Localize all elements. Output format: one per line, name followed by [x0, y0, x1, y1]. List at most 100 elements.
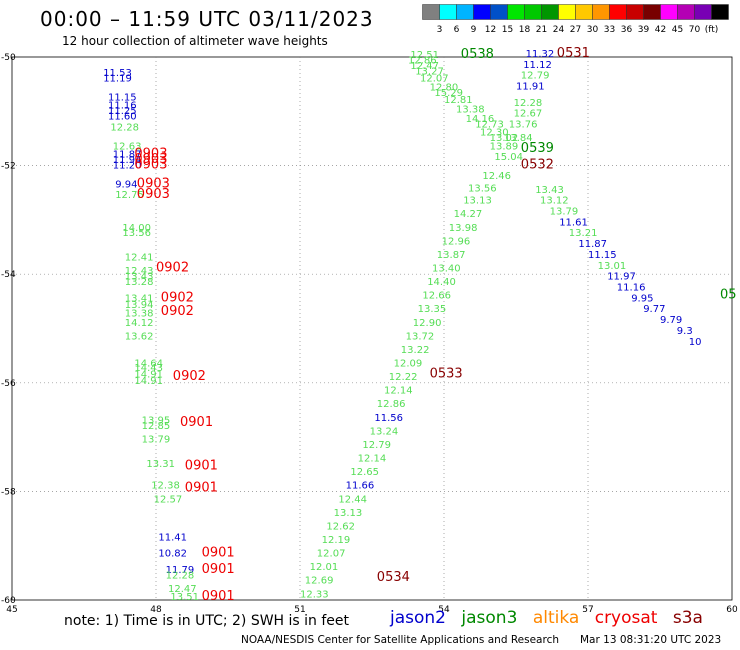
swh-label: 13.01 — [598, 261, 627, 272]
swh-label: 13.76 — [509, 120, 538, 131]
swh-label: 12.07 — [420, 73, 449, 84]
chart-title: 00:00 – 11:59 UTC 03/11/2023 — [40, 7, 374, 31]
swh-label: 12.28 — [166, 570, 195, 581]
swh-label: 12.28 — [110, 122, 139, 133]
colorbar-label: 33 — [604, 25, 615, 35]
pass-time-label: 0903 — [134, 157, 167, 172]
pass-time-label: 0902 — [161, 290, 194, 305]
legend-jason3: jason3 — [461, 608, 518, 628]
colorbar-label: 70 — [689, 25, 701, 35]
swh-label: 13.27 — [415, 66, 444, 77]
colorbar-label: 24 — [553, 25, 565, 35]
swh-label: 12.46 — [482, 171, 511, 182]
swh-label: 14.91 — [134, 369, 163, 380]
swh-label: 12.30 — [480, 128, 509, 139]
x-tick-label: 51 — [294, 605, 305, 615]
swh-label: 9.3 — [677, 326, 693, 337]
swh-label: 11.97 — [607, 272, 636, 283]
y-tick-label: -52 — [1, 162, 16, 172]
swh-label: 12.38 — [151, 481, 180, 492]
swh-label: 11.41 — [158, 532, 187, 543]
colorbar-label: 12 — [485, 25, 496, 35]
pass-time-label: 0902 — [161, 304, 194, 319]
pass-time-label: 05 — [720, 288, 737, 303]
swh-label: 13.24 — [370, 426, 399, 437]
swh-label: 13.98 — [449, 223, 478, 234]
swh-label: 11.94 — [113, 155, 142, 166]
swh-label: 13.02 — [490, 133, 519, 144]
colorbar-label: 3 — [437, 25, 443, 35]
swh-label: 12.14 — [358, 454, 387, 465]
swh-label: 12.22 — [389, 372, 418, 383]
swh-label: 14.12 — [125, 318, 154, 329]
swh-label: 12.81 — [444, 95, 473, 106]
swh-label: 14.64 — [134, 359, 163, 370]
pass-time-label: 0538 — [461, 47, 494, 62]
swh-label: 12.47 — [410, 61, 439, 72]
x-tick-label: 57 — [582, 605, 593, 615]
swh-label: 12.01 — [310, 562, 339, 573]
swh-label: 11.12 — [523, 60, 552, 71]
swh-label: 13.79 — [550, 206, 579, 217]
swh-label: 12.57 — [154, 494, 183, 505]
swh-label: 12.79 — [362, 440, 391, 451]
swh-label: 9.79 — [660, 315, 682, 326]
swh-label: 12.63 — [113, 141, 142, 152]
swh-label: 11.16 — [617, 282, 646, 293]
swh-label: 11.61 — [559, 217, 588, 228]
swh-label: 11.60 — [108, 111, 137, 122]
swh-label: 11.87 — [578, 239, 607, 250]
swh-label: 12.86 — [408, 56, 437, 67]
colorbar-label: 27 — [570, 25, 581, 35]
swh-label: 12.09 — [394, 359, 423, 370]
colorbar-label: 36 — [621, 25, 633, 35]
swh-label: 13.62 — [125, 331, 154, 342]
pass-time-label: 0901 — [185, 480, 218, 495]
pass-time-label: 0901 — [202, 562, 235, 577]
x-tick-label: 60 — [726, 605, 738, 615]
generation-timestamp: Mar 13 08:31:20 UTC 2023 — [580, 634, 722, 646]
swh-label: 12.62 — [326, 521, 355, 532]
swh-label: 13.40 — [432, 263, 461, 274]
swh-label: 12.14 — [384, 386, 413, 397]
swh-label: 14.40 — [427, 277, 456, 288]
swh-label: 11.15 — [588, 250, 617, 261]
swh-label: 15.29 — [434, 88, 463, 99]
y-tick-label: -54 — [1, 270, 16, 280]
swh-label: 9.95 — [631, 293, 653, 304]
colorbar-label: 9 — [471, 25, 477, 35]
swh-label: 13.38 — [456, 104, 485, 115]
swh-label: 14.00 — [122, 223, 151, 234]
swh-label: 11.19 — [103, 73, 132, 84]
swh-label: 12.86 — [377, 399, 406, 410]
swh-label: 12.07 — [317, 549, 346, 560]
swh-label: 12.80 — [430, 83, 459, 94]
footnote: note: 1) Time is in UTC; 2) SWH is in fe… — [64, 613, 350, 629]
swh-label: 13.38 — [125, 309, 154, 320]
swh-label: 11.91 — [516, 82, 545, 93]
swh-label: 12.19 — [322, 535, 351, 546]
swh-label: 11.25 — [108, 106, 137, 117]
y-tick-label: -58 — [1, 487, 16, 497]
pass-time-label: 0901 — [180, 415, 213, 430]
swh-label: 12.65 — [350, 467, 379, 478]
colorbar-label: 45 — [672, 25, 683, 35]
colorbar-label: 39 — [638, 25, 650, 35]
swh-label: 12.96 — [442, 236, 471, 247]
pass-time-label: 0531 — [557, 46, 590, 61]
colorbar-label: 21 — [536, 25, 547, 35]
pass-time-label: 0902 — [173, 369, 206, 384]
swh-label: 13.13 — [334, 508, 363, 519]
y-tick-label: -60 — [1, 596, 16, 606]
swh-label: 12.69 — [305, 576, 334, 587]
swh-label: 12.90 — [413, 318, 442, 329]
credit-line: NOAA/NESDIS Center for Satellite Applica… — [241, 634, 559, 646]
colorbar-label: (ft) — [705, 25, 719, 35]
x-tick-label: 48 — [150, 605, 162, 615]
pass-time-label: 0902 — [156, 260, 189, 275]
swh-label: 13.94 — [125, 300, 154, 311]
legend-s3a: s3a — [672, 608, 703, 628]
colorbar-label: 18 — [519, 25, 531, 35]
swh-label: 13.35 — [418, 304, 447, 315]
colorbar-label: 30 — [587, 25, 599, 35]
